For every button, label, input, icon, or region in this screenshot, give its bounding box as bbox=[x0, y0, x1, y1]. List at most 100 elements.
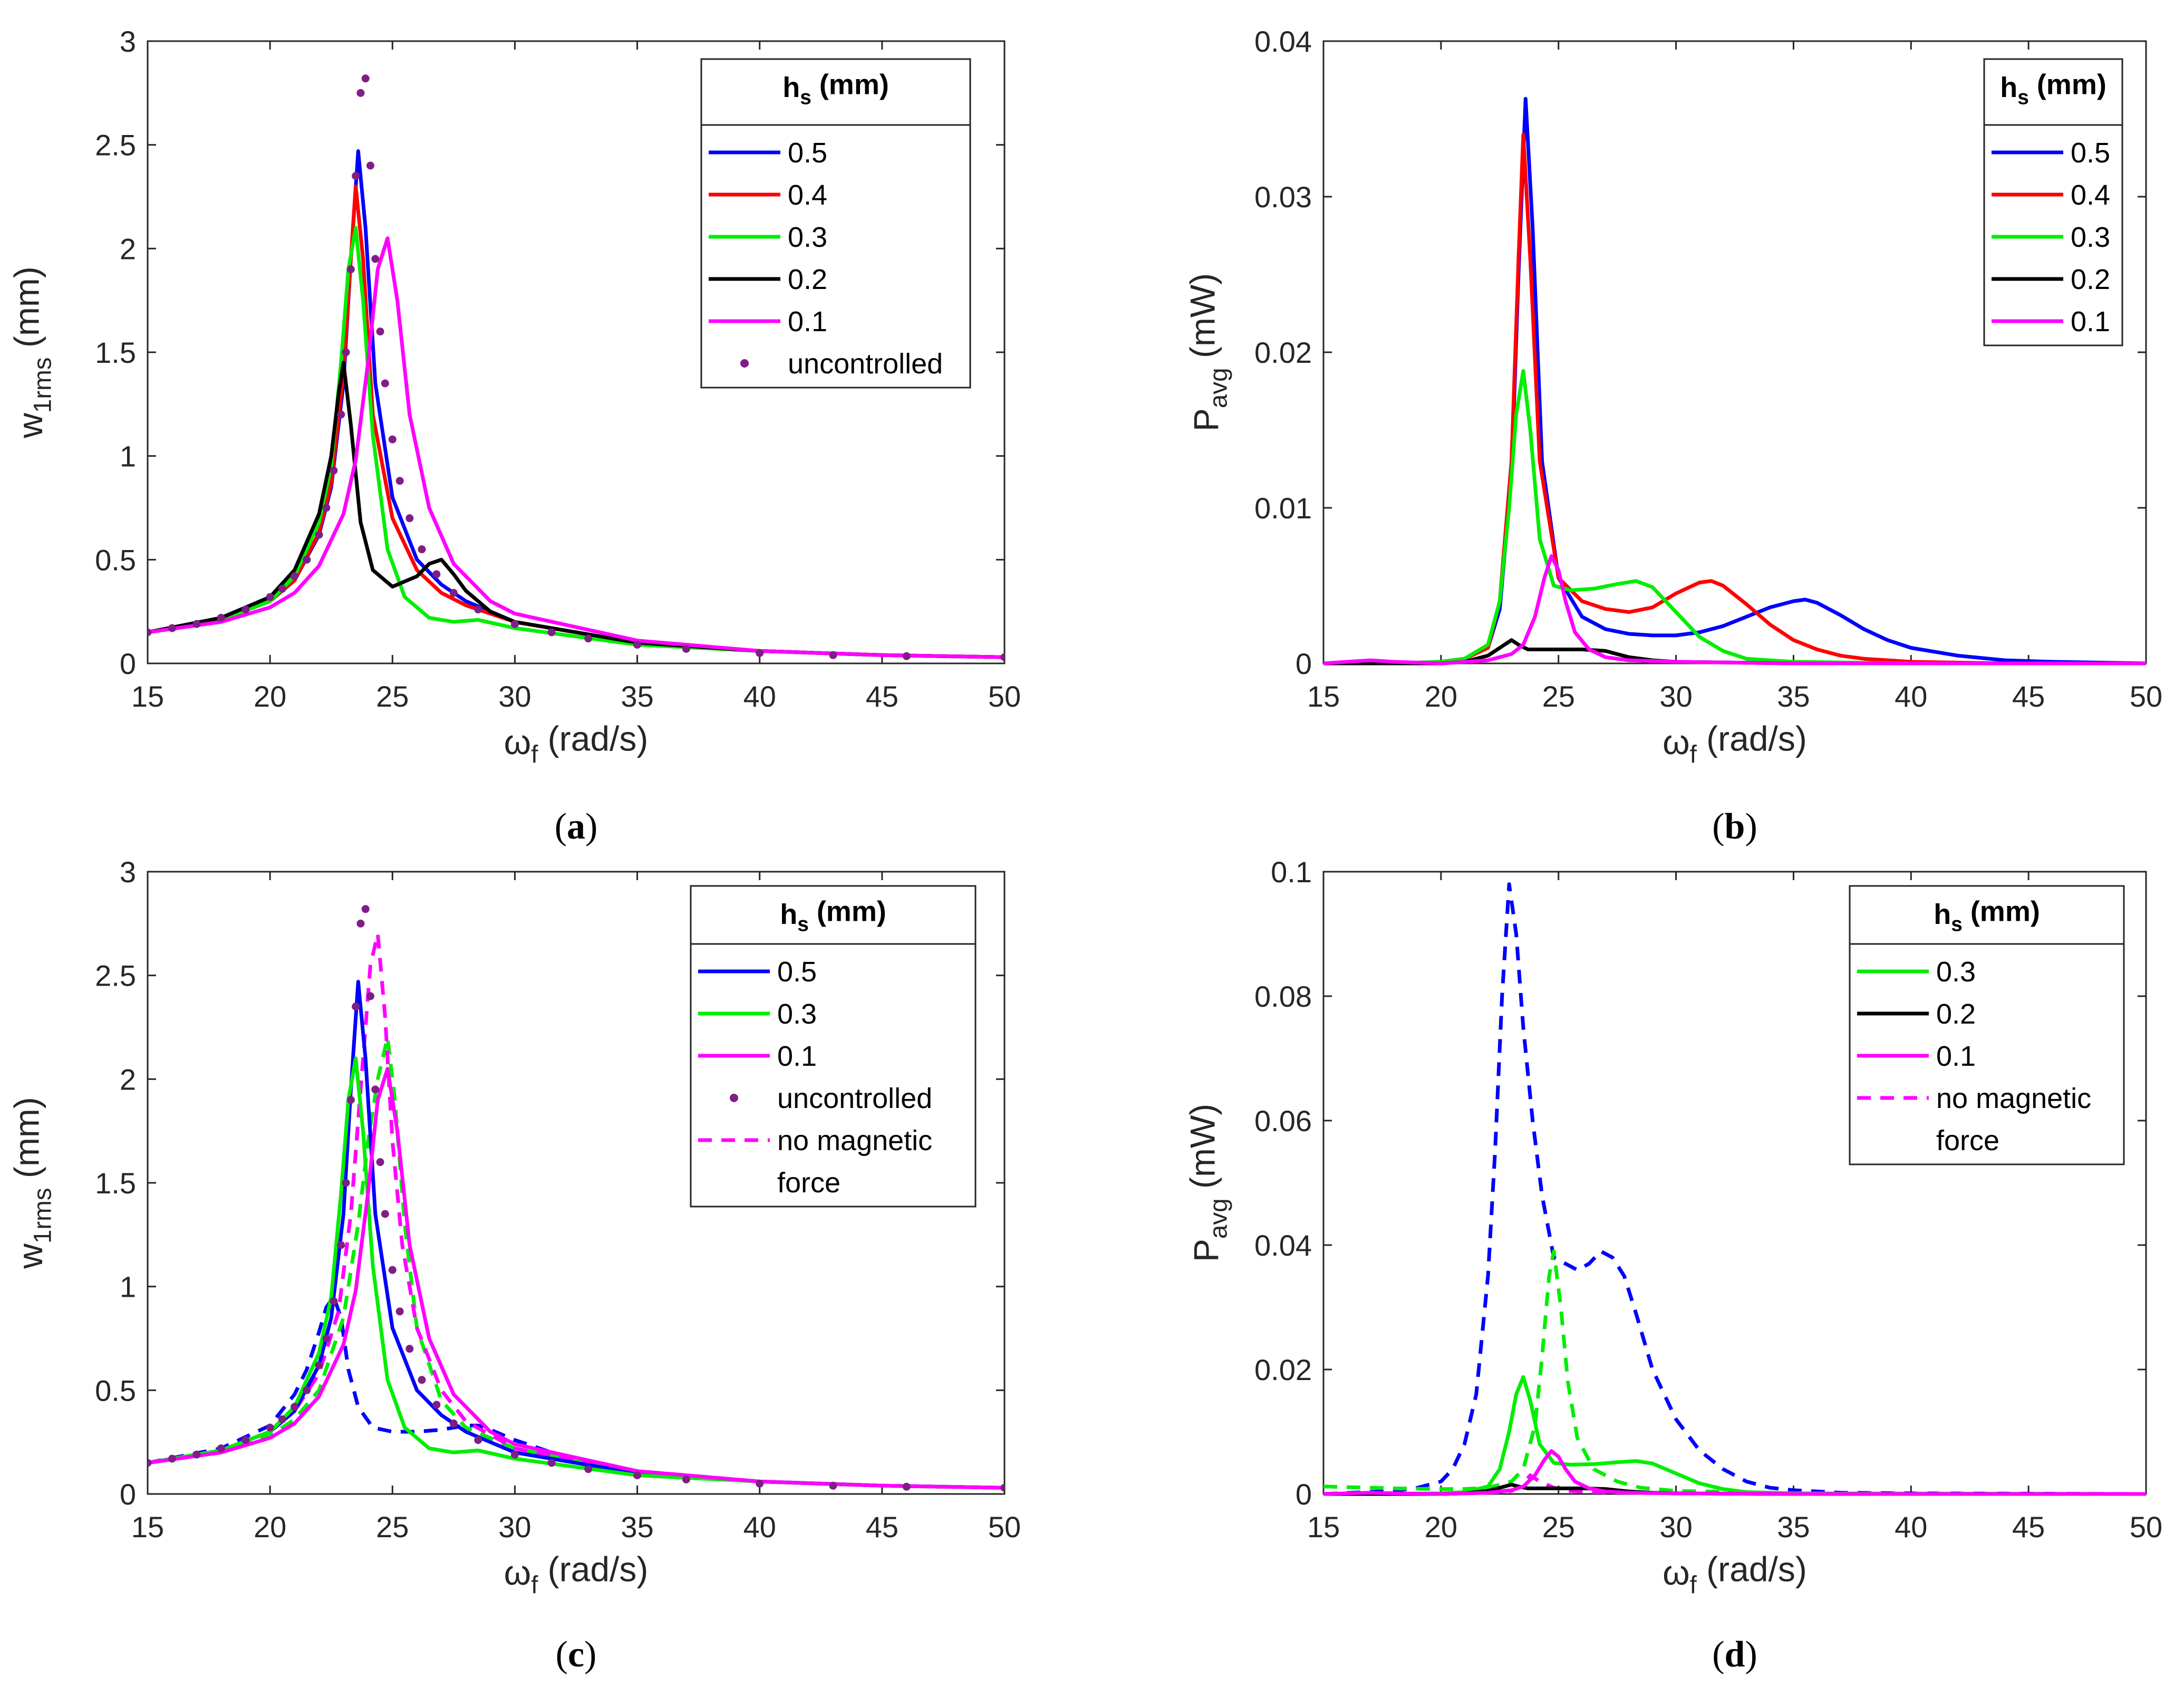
data-point-uncontrolled bbox=[756, 1479, 764, 1488]
data-point-uncontrolled bbox=[192, 620, 201, 628]
x-tick-label: 35 bbox=[1777, 1510, 1810, 1544]
x-tick-label: 20 bbox=[254, 1510, 286, 1544]
data-point-uncontrolled bbox=[315, 531, 323, 539]
x-tick-label: 25 bbox=[1542, 680, 1575, 713]
chart-panel-c: 15 20 25 30 35 40 45 50 0 0.5 1 1.5 2 2.5 3 ωf (rad/s) w… bbox=[7, 855, 1021, 1675]
data-point-uncontrolled bbox=[510, 1450, 519, 1459]
y-tick-label: 0.03 bbox=[1254, 180, 1312, 214]
data-point-uncontrolled bbox=[376, 327, 384, 336]
legend: hs (mm) 0.5 0.4 0.3 0.2 0.1 bbox=[1983, 58, 2123, 346]
series-layer bbox=[1323, 97, 2146, 666]
data-point-uncontrolled bbox=[584, 1465, 593, 1473]
x-tick-label: 15 bbox=[131, 680, 164, 713]
legend-title: hs (mm) bbox=[2000, 69, 2106, 109]
y-tick-label: 0.5 bbox=[95, 543, 136, 576]
y-axis-label: w1rms (mm) bbox=[7, 1097, 57, 1269]
panel-caption: (c) bbox=[556, 1634, 597, 1675]
legend-swatch-dot bbox=[740, 359, 749, 368]
data-point-uncontrolled bbox=[291, 572, 299, 581]
x-tick-label: 35 bbox=[621, 1510, 653, 1544]
y-tick-label: 0.5 bbox=[95, 1374, 136, 1407]
data-point-uncontrolled bbox=[315, 1361, 323, 1370]
data-point-uncontrolled bbox=[1000, 653, 1004, 661]
data-point-uncontrolled bbox=[902, 1482, 911, 1491]
x-tick-label: 45 bbox=[866, 1510, 898, 1544]
x-tick-label: 30 bbox=[1659, 680, 1692, 713]
data-point-uncontrolled bbox=[682, 644, 690, 653]
data-point-uncontrolled bbox=[168, 624, 176, 632]
series-line-0-5-no-magnetic-force bbox=[1323, 882, 2146, 1496]
x-tick-label: 25 bbox=[1542, 1510, 1575, 1544]
y-axis-label: Pavg (mW) bbox=[1183, 1104, 1233, 1262]
y-tick-label: 0.02 bbox=[1254, 336, 1312, 369]
chart-panel-b: 15 20 25 30 35 40 45 50 0 0.01 0.02 0.03 0.04 ωf (rad… bbox=[1183, 25, 2163, 847]
y-tick-label: 0.06 bbox=[1254, 1104, 1312, 1137]
data-point-uncontrolled bbox=[291, 1403, 299, 1411]
legend-label: force bbox=[777, 1167, 840, 1199]
data-point-uncontrolled bbox=[366, 992, 374, 1000]
y-tick-label: 0.02 bbox=[1254, 1353, 1312, 1386]
series-line-0-3 bbox=[148, 226, 1004, 659]
x-axis-label: ωf (rad/s) bbox=[504, 719, 649, 769]
data-point-uncontrolled bbox=[376, 1158, 384, 1166]
series-line-0-5 bbox=[148, 980, 1004, 1490]
data-point-uncontrolled bbox=[356, 919, 365, 928]
legend-label: 0.1 bbox=[2071, 306, 2110, 338]
x-tick-label: 15 bbox=[1307, 680, 1340, 713]
data-point-uncontrolled bbox=[547, 628, 556, 637]
x-axis-label: ωf (rad/s) bbox=[1663, 719, 1807, 769]
data-point-uncontrolled bbox=[217, 613, 225, 622]
data-point-uncontrolled bbox=[217, 1444, 225, 1452]
series-layer bbox=[148, 905, 1004, 1492]
y-tick-label: 0.04 bbox=[1254, 25, 1312, 58]
legend-label: 0.1 bbox=[777, 1040, 817, 1072]
series-layer bbox=[1323, 882, 2146, 1496]
data-point-uncontrolled bbox=[388, 435, 397, 443]
data-point-uncontrolled bbox=[371, 1085, 380, 1094]
y-tick-label: 0 bbox=[1296, 647, 1312, 680]
data-point-uncontrolled bbox=[278, 1415, 286, 1423]
x-tick-label: 30 bbox=[498, 680, 531, 713]
data-point-uncontrolled bbox=[829, 1481, 837, 1490]
y-tick-label: 0.01 bbox=[1254, 491, 1312, 525]
legend-label: 0.3 bbox=[1936, 956, 1976, 988]
series-line-0-5-no-magnetic-force bbox=[148, 1295, 1004, 1490]
y-tick-label: 1 bbox=[120, 440, 136, 473]
chart-panel-a: 15 20 25 30 35 40 45 50 0 0.5 1 1.5 2 2.5 3 ωf (rad/s) w… bbox=[7, 25, 1021, 847]
data-point-uncontrolled bbox=[432, 1401, 441, 1409]
legend-label: 0.2 bbox=[788, 264, 827, 295]
data-point-uncontrolled bbox=[682, 1475, 690, 1483]
legend-label: no magnetic bbox=[777, 1125, 932, 1156]
legend-label: 0.2 bbox=[1936, 998, 1976, 1030]
data-point-uncontrolled bbox=[352, 172, 360, 180]
data-point-uncontrolled bbox=[756, 649, 764, 657]
x-tick-label: 45 bbox=[2012, 1510, 2045, 1544]
x-tick-label: 50 bbox=[988, 680, 1021, 713]
legend: hs (mm) 0.5 0.3 0.1 uncontrolled no magnetic f… bbox=[690, 885, 977, 1208]
data-point-uncontrolled bbox=[322, 504, 331, 512]
data-point-uncontrolled bbox=[547, 1459, 556, 1467]
data-point-uncontrolled bbox=[330, 1297, 338, 1305]
legend-box bbox=[1983, 58, 2123, 346]
legend-label: 0.3 bbox=[777, 998, 817, 1030]
y-axis-label: w1rms (mm) bbox=[7, 266, 57, 439]
y-tick-label: 1 bbox=[120, 1270, 136, 1304]
x-tick-label: 45 bbox=[2012, 680, 2045, 713]
data-point-uncontrolled bbox=[418, 1376, 426, 1384]
data-point-uncontrolled bbox=[633, 1471, 642, 1480]
x-tick-label: 30 bbox=[1659, 1510, 1692, 1544]
y-tick-label: 1.5 bbox=[95, 336, 136, 369]
legend-title: hs (mm) bbox=[1934, 896, 2040, 936]
series-line-0-1 bbox=[1323, 1449, 2146, 1496]
data-point-uncontrolled bbox=[278, 584, 286, 593]
legend-label: force bbox=[1936, 1125, 1999, 1156]
legend-label: uncontrolled bbox=[777, 1083, 932, 1114]
data-point-uncontrolled bbox=[241, 605, 250, 614]
legend-box bbox=[700, 58, 971, 389]
data-point-uncontrolled bbox=[405, 514, 414, 523]
legend-box bbox=[690, 885, 977, 1208]
data-point-uncontrolled bbox=[633, 641, 642, 649]
legend-label: 0.1 bbox=[1936, 1040, 1976, 1072]
x-tick-label: 40 bbox=[743, 680, 776, 713]
legend-label: 0.4 bbox=[788, 179, 827, 211]
